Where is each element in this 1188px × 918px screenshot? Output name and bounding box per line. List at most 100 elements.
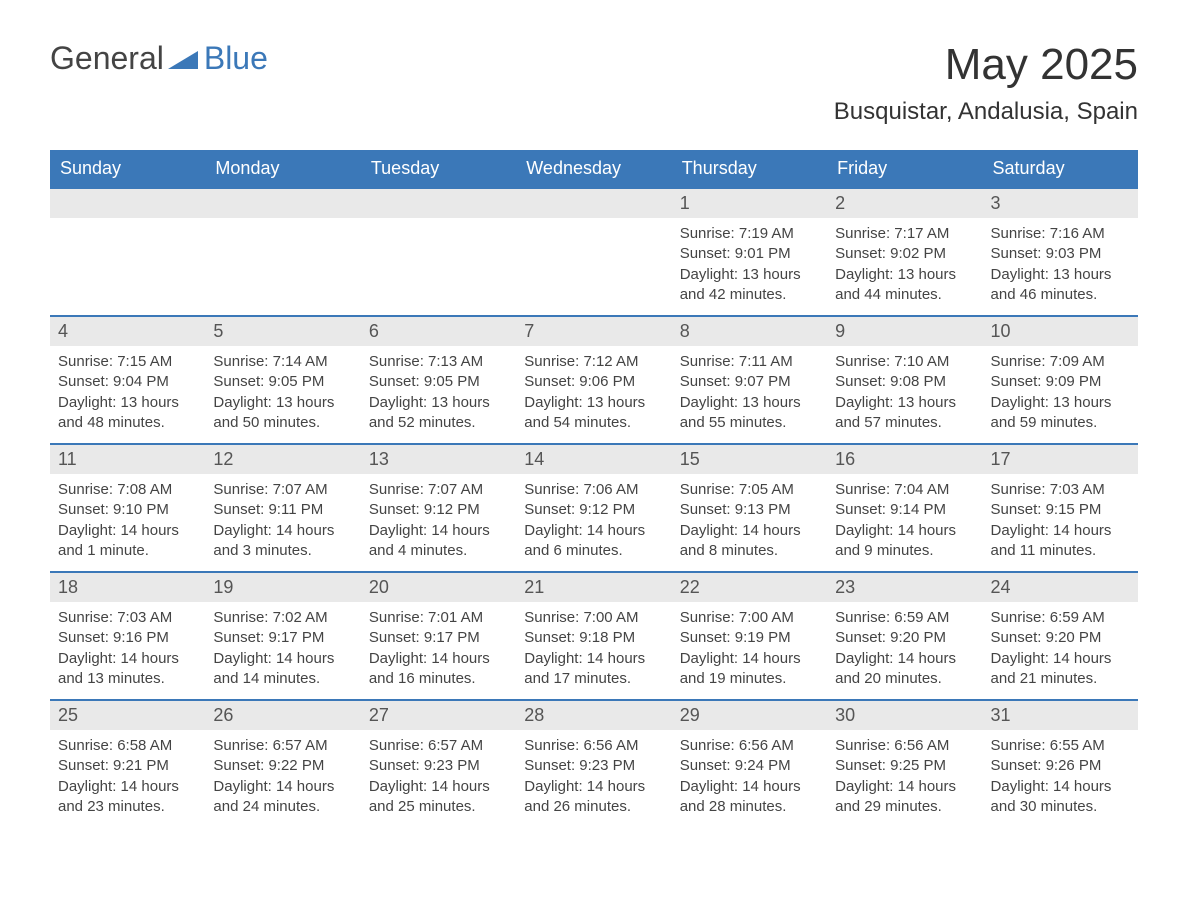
sunrise-text: Sunrise: 7:02 AM bbox=[213, 608, 352, 628]
sunset-text: Sunset: 9:25 PM bbox=[835, 756, 974, 776]
daylight-text: Daylight: 14 hours and 20 minutes. bbox=[835, 649, 974, 690]
daylight-text: Daylight: 14 hours and 14 minutes. bbox=[213, 649, 352, 690]
sunset-text: Sunset: 9:26 PM bbox=[991, 756, 1130, 776]
calendar-day-cell: 13Sunrise: 7:07 AMSunset: 9:12 PMDayligh… bbox=[361, 444, 516, 572]
day-details: Sunrise: 7:00 AMSunset: 9:18 PMDaylight:… bbox=[516, 602, 671, 695]
sunset-text: Sunset: 9:21 PM bbox=[58, 756, 197, 776]
sunrise-text: Sunrise: 7:16 AM bbox=[991, 224, 1130, 244]
day-details: Sunrise: 7:14 AMSunset: 9:05 PMDaylight:… bbox=[205, 346, 360, 439]
weekday-header: Saturday bbox=[983, 150, 1138, 188]
sunrise-text: Sunrise: 7:07 AM bbox=[213, 480, 352, 500]
daylight-text: Daylight: 13 hours and 59 minutes. bbox=[991, 393, 1130, 434]
daylight-text: Daylight: 14 hours and 23 minutes. bbox=[58, 777, 197, 818]
day-details: Sunrise: 7:01 AMSunset: 9:17 PMDaylight:… bbox=[361, 602, 516, 695]
sunset-text: Sunset: 9:15 PM bbox=[991, 500, 1130, 520]
day-number: 12 bbox=[205, 445, 360, 474]
daylight-text: Daylight: 14 hours and 9 minutes. bbox=[835, 521, 974, 562]
day-details: Sunrise: 6:56 AMSunset: 9:24 PMDaylight:… bbox=[672, 730, 827, 823]
day-number: 19 bbox=[205, 573, 360, 602]
daylight-text: Daylight: 13 hours and 57 minutes. bbox=[835, 393, 974, 434]
daylight-text: Daylight: 14 hours and 30 minutes. bbox=[991, 777, 1130, 818]
calendar-day-cell: 6Sunrise: 7:13 AMSunset: 9:05 PMDaylight… bbox=[361, 316, 516, 444]
day-number: 15 bbox=[672, 445, 827, 474]
sunrise-text: Sunrise: 6:56 AM bbox=[680, 736, 819, 756]
sunrise-text: Sunrise: 6:57 AM bbox=[369, 736, 508, 756]
calendar-week-row: 1Sunrise: 7:19 AMSunset: 9:01 PMDaylight… bbox=[50, 188, 1138, 316]
sunset-text: Sunset: 9:18 PM bbox=[524, 628, 663, 648]
sunset-text: Sunset: 9:04 PM bbox=[58, 372, 197, 392]
sunrise-text: Sunrise: 7:06 AM bbox=[524, 480, 663, 500]
day-number bbox=[205, 189, 360, 218]
day-details: Sunrise: 7:10 AMSunset: 9:08 PMDaylight:… bbox=[827, 346, 982, 439]
daylight-text: Daylight: 14 hours and 13 minutes. bbox=[58, 649, 197, 690]
day-details: Sunrise: 7:17 AMSunset: 9:02 PMDaylight:… bbox=[827, 218, 982, 311]
daylight-text: Daylight: 14 hours and 19 minutes. bbox=[680, 649, 819, 690]
sunset-text: Sunset: 9:12 PM bbox=[369, 500, 508, 520]
calendar-day-cell: 24Sunrise: 6:59 AMSunset: 9:20 PMDayligh… bbox=[983, 572, 1138, 700]
calendar-day-cell: 3Sunrise: 7:16 AMSunset: 9:03 PMDaylight… bbox=[983, 188, 1138, 316]
sunset-text: Sunset: 9:06 PM bbox=[524, 372, 663, 392]
day-number bbox=[516, 189, 671, 218]
day-details: Sunrise: 7:03 AMSunset: 9:16 PMDaylight:… bbox=[50, 602, 205, 695]
sunrise-text: Sunrise: 7:13 AM bbox=[369, 352, 508, 372]
sunrise-text: Sunrise: 6:55 AM bbox=[991, 736, 1130, 756]
day-details: Sunrise: 7:09 AMSunset: 9:09 PMDaylight:… bbox=[983, 346, 1138, 439]
sunrise-text: Sunrise: 7:19 AM bbox=[680, 224, 819, 244]
day-number: 2 bbox=[827, 189, 982, 218]
sunset-text: Sunset: 9:02 PM bbox=[835, 244, 974, 264]
weekday-header: Sunday bbox=[50, 150, 205, 188]
sunset-text: Sunset: 9:13 PM bbox=[680, 500, 819, 520]
calendar-day-cell: 14Sunrise: 7:06 AMSunset: 9:12 PMDayligh… bbox=[516, 444, 671, 572]
location-subtitle: Busquistar, Andalusia, Spain bbox=[834, 98, 1138, 126]
daylight-text: Daylight: 13 hours and 50 minutes. bbox=[213, 393, 352, 434]
sunrise-text: Sunrise: 7:05 AM bbox=[680, 480, 819, 500]
calendar-day-cell: 2Sunrise: 7:17 AMSunset: 9:02 PMDaylight… bbox=[827, 188, 982, 316]
calendar-week-row: 18Sunrise: 7:03 AMSunset: 9:16 PMDayligh… bbox=[50, 572, 1138, 700]
day-number: 24 bbox=[983, 573, 1138, 602]
weekday-header: Monday bbox=[205, 150, 360, 188]
sunset-text: Sunset: 9:20 PM bbox=[991, 628, 1130, 648]
day-number: 17 bbox=[983, 445, 1138, 474]
sunset-text: Sunset: 9:12 PM bbox=[524, 500, 663, 520]
calendar-day-cell: 29Sunrise: 6:56 AMSunset: 9:24 PMDayligh… bbox=[672, 700, 827, 828]
day-details: Sunrise: 7:11 AMSunset: 9:07 PMDaylight:… bbox=[672, 346, 827, 439]
sunset-text: Sunset: 9:24 PM bbox=[680, 756, 819, 776]
day-details: Sunrise: 6:59 AMSunset: 9:20 PMDaylight:… bbox=[983, 602, 1138, 695]
sunrise-text: Sunrise: 7:17 AM bbox=[835, 224, 974, 244]
day-details: Sunrise: 6:59 AMSunset: 9:20 PMDaylight:… bbox=[827, 602, 982, 695]
day-number: 27 bbox=[361, 701, 516, 730]
day-details bbox=[205, 218, 360, 230]
day-details: Sunrise: 7:03 AMSunset: 9:15 PMDaylight:… bbox=[983, 474, 1138, 567]
day-number: 31 bbox=[983, 701, 1138, 730]
day-number bbox=[50, 189, 205, 218]
sunrise-text: Sunrise: 7:00 AM bbox=[680, 608, 819, 628]
day-number: 16 bbox=[827, 445, 982, 474]
day-details: Sunrise: 7:13 AMSunset: 9:05 PMDaylight:… bbox=[361, 346, 516, 439]
month-title: May 2025 bbox=[834, 40, 1138, 90]
sunset-text: Sunset: 9:10 PM bbox=[58, 500, 197, 520]
sunrise-text: Sunrise: 7:15 AM bbox=[58, 352, 197, 372]
calendar-day-cell: 25Sunrise: 6:58 AMSunset: 9:21 PMDayligh… bbox=[50, 700, 205, 828]
sunrise-text: Sunrise: 7:08 AM bbox=[58, 480, 197, 500]
daylight-text: Daylight: 14 hours and 26 minutes. bbox=[524, 777, 663, 818]
day-details: Sunrise: 7:16 AMSunset: 9:03 PMDaylight:… bbox=[983, 218, 1138, 311]
daylight-text: Daylight: 13 hours and 54 minutes. bbox=[524, 393, 663, 434]
weekday-header: Thursday bbox=[672, 150, 827, 188]
day-details bbox=[361, 218, 516, 230]
day-number: 13 bbox=[361, 445, 516, 474]
day-details: Sunrise: 7:07 AMSunset: 9:11 PMDaylight:… bbox=[205, 474, 360, 567]
sunset-text: Sunset: 9:03 PM bbox=[991, 244, 1130, 264]
sunset-text: Sunset: 9:17 PM bbox=[213, 628, 352, 648]
sunrise-text: Sunrise: 7:07 AM bbox=[369, 480, 508, 500]
calendar-day-cell: 1Sunrise: 7:19 AMSunset: 9:01 PMDaylight… bbox=[672, 188, 827, 316]
sunrise-text: Sunrise: 7:09 AM bbox=[991, 352, 1130, 372]
title-block: May 2025 Busquistar, Andalusia, Spain bbox=[834, 40, 1138, 126]
day-details: Sunrise: 7:04 AMSunset: 9:14 PMDaylight:… bbox=[827, 474, 982, 567]
daylight-text: Daylight: 14 hours and 3 minutes. bbox=[213, 521, 352, 562]
day-number: 30 bbox=[827, 701, 982, 730]
day-number: 7 bbox=[516, 317, 671, 346]
sunrise-text: Sunrise: 7:11 AM bbox=[680, 352, 819, 372]
sunrise-text: Sunrise: 7:03 AM bbox=[991, 480, 1130, 500]
daylight-text: Daylight: 14 hours and 28 minutes. bbox=[680, 777, 819, 818]
daylight-text: Daylight: 14 hours and 6 minutes. bbox=[524, 521, 663, 562]
